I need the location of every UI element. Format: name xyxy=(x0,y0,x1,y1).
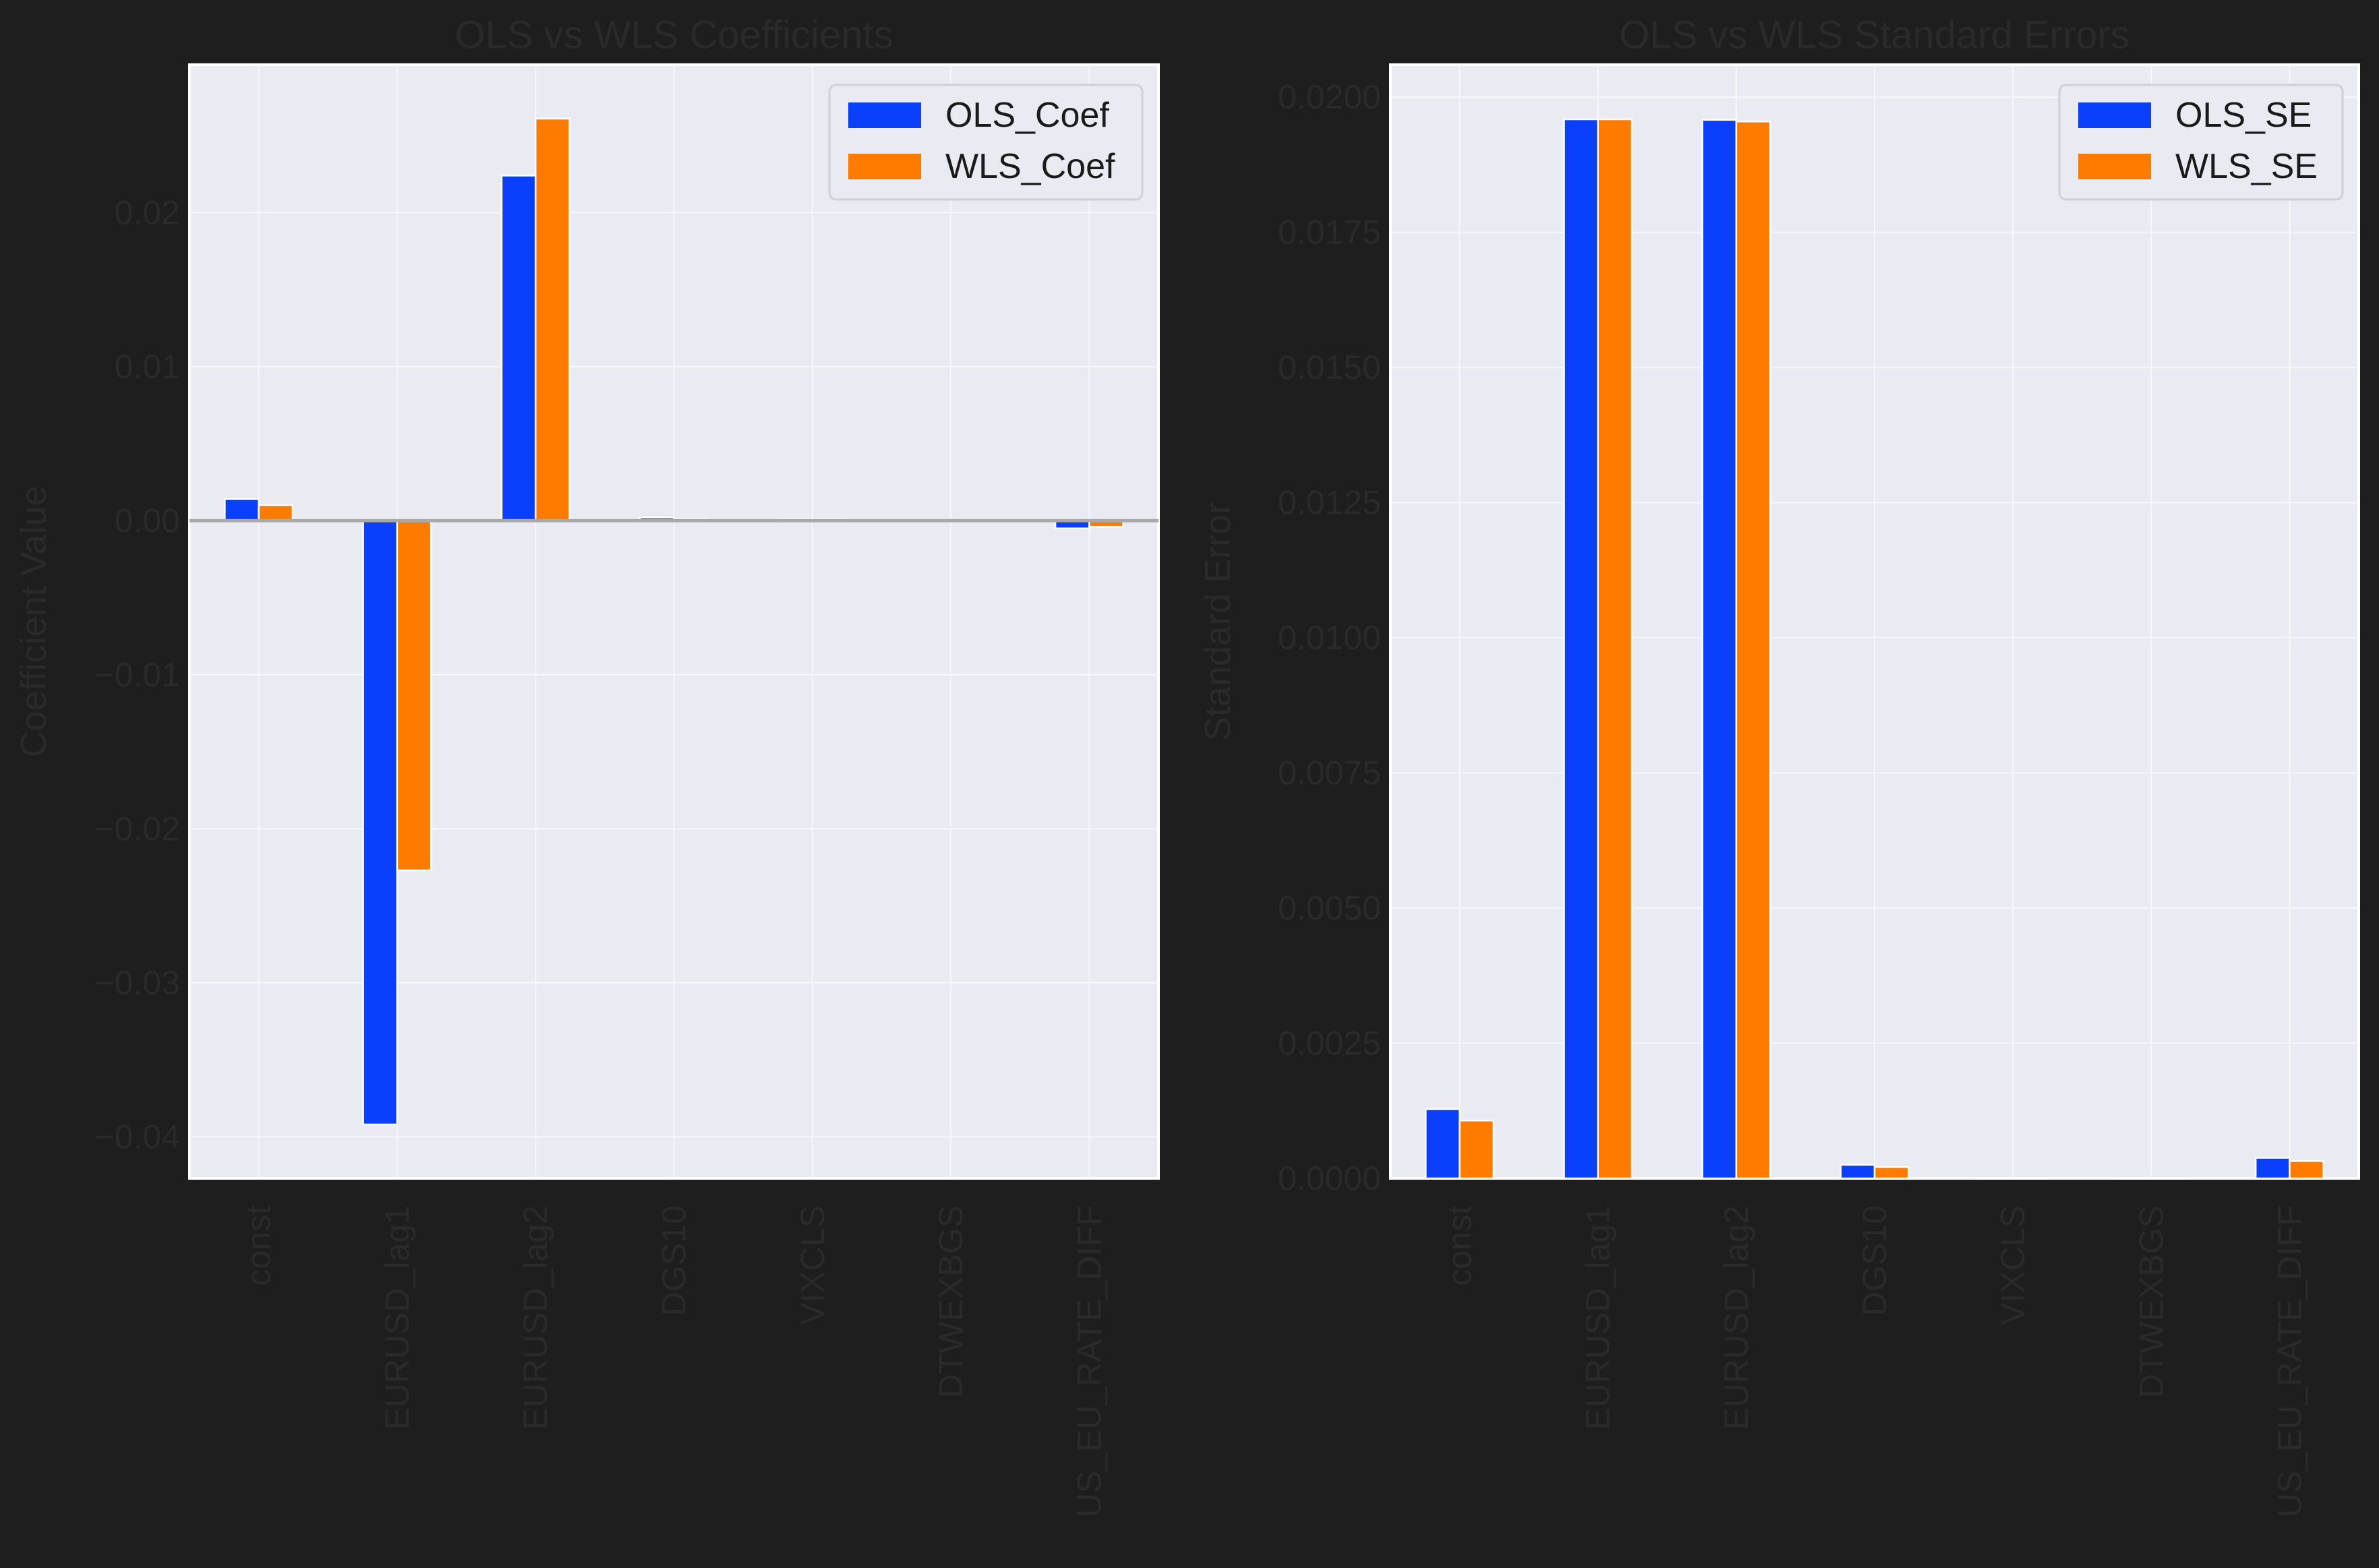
x-tick-label: DTWEXBGS xyxy=(2132,1205,2170,1398)
legend-swatch-wls-coef xyxy=(848,154,921,179)
coefficients-y-axis-label: Coefficient Value xyxy=(13,485,54,757)
legend-swatch-wls-se xyxy=(2078,154,2151,179)
bar-ols-coef-const xyxy=(224,498,260,522)
bar-ols-coef-eurusd-lag1 xyxy=(362,520,399,1126)
y-tick-label: 0.0150 xyxy=(1278,349,1381,386)
x-tick-label: EURUSD_lag2 xyxy=(1717,1205,1755,1430)
bar-wls-se-us-eu-rate-diff xyxy=(2289,1160,2324,1180)
bar-wls-se-const xyxy=(1459,1119,1495,1180)
y-tick-label: −0.02 xyxy=(94,810,180,847)
legend-label-wls-se: WLS_SE xyxy=(2175,147,2318,186)
bar-ols-se-us-eu-rate-diff xyxy=(2254,1157,2291,1180)
y-tick-label: −0.04 xyxy=(94,1118,180,1155)
standard-errors-y-ticks: 0.0000 0.0025 0.0050 0.0075 0.0100 0.0125 0.01… xyxy=(1278,78,1381,1197)
bar-ols-se-const xyxy=(1425,1108,1461,1180)
standard-errors-legend: OLS_SE WLS_SE xyxy=(2058,84,2344,201)
legend-label-ols-se: OLS_SE xyxy=(2175,96,2312,135)
y-tick-label: 0.0075 xyxy=(1278,754,1381,792)
x-tick-label: EURUSD_lag2 xyxy=(517,1205,554,1430)
legend-swatch-ols-se xyxy=(2078,102,2151,128)
y-tick-label: 0.0025 xyxy=(1278,1025,1381,1062)
x-tick-label: const xyxy=(1441,1205,1479,1286)
y-tick-label: 0.0000 xyxy=(1278,1159,1381,1197)
x-tick-label: VIXCLS xyxy=(1994,1205,2032,1325)
y-tick-label: 0.0200 xyxy=(1278,78,1381,116)
x-tick-label: US_EU_RATE_DIFF xyxy=(2270,1205,2308,1517)
x-tick-label: EURUSD_lag1 xyxy=(1579,1205,1617,1430)
x-tick-label: DGS10 xyxy=(1856,1205,1893,1316)
bar-wls-coef-eurusd-lag1 xyxy=(396,520,432,872)
legend-label-ols-coef: OLS_Coef xyxy=(945,96,1109,135)
y-tick-label: 0.0050 xyxy=(1278,889,1381,927)
standard-errors-y-axis-label: Standard Error xyxy=(1198,502,1238,741)
coefficients-y-ticks: −0.04 −0.03 −0.02 −0.01 0.00 0.01 0.02 xyxy=(94,193,180,1155)
coefficients-bars xyxy=(224,117,1124,1126)
bar-wls-se-dgs10 xyxy=(1873,1166,1910,1180)
x-tick-label: EURUSD_lag1 xyxy=(378,1205,416,1430)
standard-errors-chart: 0.0000 0.0025 0.0050 0.0075 0.0100 0.0125 0.01… xyxy=(1198,13,2360,1517)
y-tick-label: 0.0125 xyxy=(1278,484,1381,522)
bar-ols-coef-eurusd-lag2 xyxy=(500,175,537,522)
x-tick-label: DTWEXBGS xyxy=(932,1205,970,1398)
legend-swatch-ols-coef xyxy=(848,102,921,128)
bar-ols-se-dgs10 xyxy=(1840,1164,1876,1180)
coefficients-title: OLS vs WLS Coefficients xyxy=(454,13,893,57)
x-tick-label: US_EU_RATE_DIFF xyxy=(1070,1205,1108,1517)
bar-wls-se-eurusd-lag1 xyxy=(1597,118,1633,1180)
coefficients-chart: −0.04 −0.03 −0.02 −0.01 0.00 0.01 0.02 const EU… xyxy=(13,13,1160,1517)
y-tick-label: 0.01 xyxy=(115,348,180,386)
bar-ols-se-eurusd-lag2 xyxy=(1701,119,1738,1180)
coefficients-x-ticks: const EURUSD_lag1 EURUSD_lag2 DGS10 VIXCLS DT… xyxy=(240,1205,1109,1517)
x-tick-label: const xyxy=(240,1205,278,1286)
coefficients-legend: OLS_Coef WLS_Coef xyxy=(828,84,1144,201)
bar-wls-coef-const xyxy=(258,504,294,522)
x-tick-label: DGS10 xyxy=(655,1205,693,1316)
y-tick-label: 0.0175 xyxy=(1278,214,1381,251)
bar-wls-se-eurusd-lag2 xyxy=(1735,120,1771,1180)
bar-wls-coef-eurusd-lag2 xyxy=(534,117,570,522)
y-tick-label: 0.02 xyxy=(115,193,180,231)
y-tick-label: −0.01 xyxy=(94,656,180,694)
x-tick-label: VIXCLS xyxy=(794,1205,831,1325)
standard-errors-bars xyxy=(1425,118,2324,1180)
y-tick-label: −0.03 xyxy=(94,964,180,1002)
y-tick-label: 0.0100 xyxy=(1278,619,1381,657)
standard-errors-x-ticks: const EURUSD_lag1 EURUSD_lag2 DGS10 VIXCLS DT… xyxy=(1441,1205,2309,1517)
bar-ols-se-eurusd-lag1 xyxy=(1563,118,1599,1180)
legend-label-wls-coef: WLS_Coef xyxy=(945,147,1115,186)
standard-errors-title: OLS vs WLS Standard Errors xyxy=(1619,13,2130,57)
y-tick-label: 0.00 xyxy=(115,502,180,539)
